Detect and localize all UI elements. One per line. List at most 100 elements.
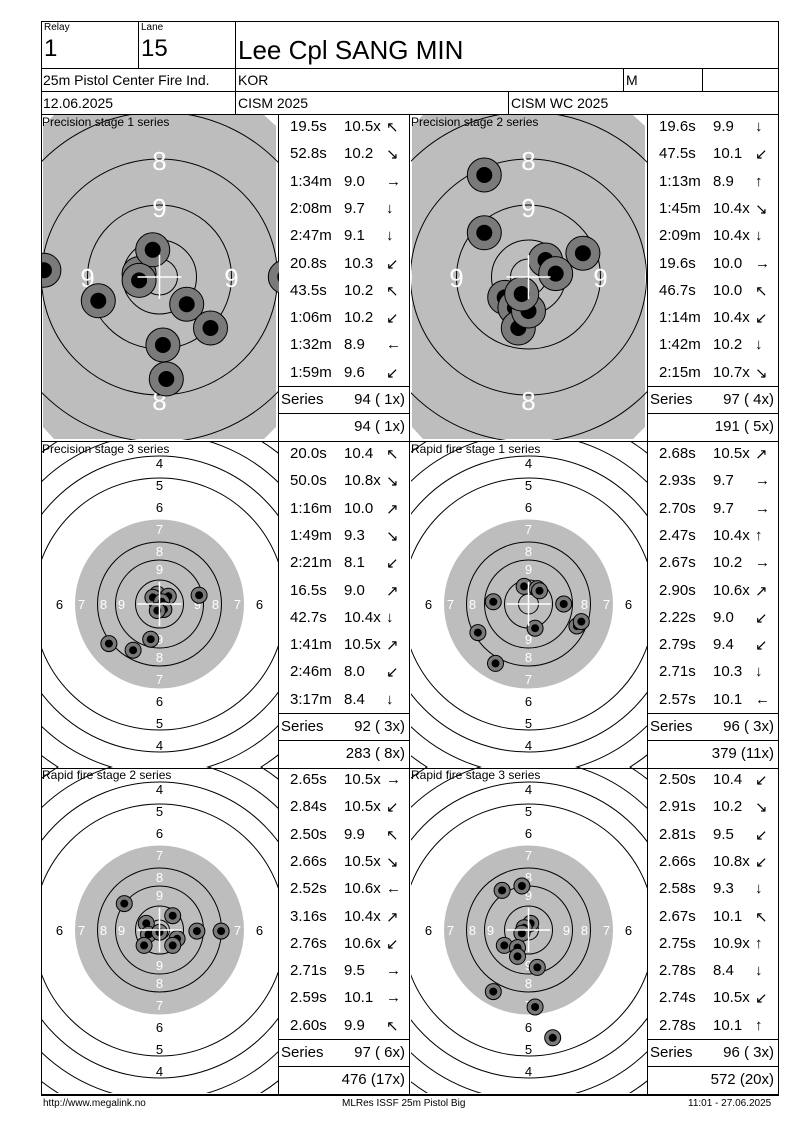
ring-label: 6 — [425, 923, 432, 938]
shot-time: 2.59s — [290, 989, 327, 1007]
shot-row: 2.75s 10.9x ↑ — [659, 935, 777, 953]
shot-time: 1:16m — [290, 499, 332, 517]
series-score: 97 ( 4x) — [723, 391, 774, 408]
shot-time: 2.84s — [290, 798, 327, 816]
direction-arrow-icon: ↘ — [386, 146, 399, 164]
series-title: Rapid fire stage 2 series — [42, 768, 172, 782]
shot-time: 2:09m — [659, 227, 701, 245]
shot-score: 10.5x — [344, 636, 381, 654]
shot-time: 42.7s — [290, 608, 327, 626]
series-score: 96 ( 3x) — [723, 718, 774, 735]
direction-arrow-icon: ↑ — [755, 172, 763, 190]
ring-label: 5 — [525, 804, 532, 819]
ring-label: 9 — [118, 923, 125, 938]
shot-score: 10.6x — [344, 880, 381, 898]
shot-score: 10.2 — [344, 145, 374, 163]
direction-arrow-icon: ↙ — [386, 555, 399, 573]
shot-score: 10.4x — [713, 526, 750, 544]
shot-impact — [533, 963, 542, 972]
footer-timestamp: 11:01 - 27.06.2025 — [688, 1098, 772, 1109]
ring-label: 4 — [156, 782, 163, 797]
shot-score: 9.9 — [713, 118, 734, 135]
ring-label: 8 — [156, 976, 163, 991]
shot-impact — [513, 286, 530, 302]
direction-arrow-icon: ↘ — [386, 853, 399, 871]
shot-time: 2.57s — [659, 690, 696, 708]
shot-impact — [142, 919, 151, 928]
shot-row: 47.5s 10.1 ↙ — [659, 145, 777, 163]
shot-impact — [192, 927, 201, 936]
shot-score: 9.5 — [344, 962, 365, 980]
ring-label: 6 — [525, 826, 532, 841]
shot-score: 9.5 — [713, 825, 734, 843]
shot-row: 2.65s 10.5x → — [290, 771, 408, 789]
ring-label: 8 — [581, 923, 588, 938]
ring-label: 4 — [525, 782, 532, 797]
shot-impact — [146, 635, 155, 644]
direction-arrow-icon: ↖ — [755, 908, 768, 926]
shot-row: 52.8s 10.2 ↘ — [290, 145, 408, 163]
direction-arrow-icon: ↙ — [755, 826, 768, 844]
ring-label: 9 — [449, 263, 463, 293]
shot-score: 10.4x — [713, 309, 750, 327]
direction-arrow-icon: → — [755, 499, 770, 517]
shot-impact — [513, 952, 522, 961]
shot-score: 10.8x — [344, 472, 381, 490]
direction-arrow-icon: ↓ — [755, 227, 763, 245]
shot-time: 2.93s — [659, 472, 696, 490]
shot-score: 10.1 — [713, 145, 743, 163]
lane-value: 15 — [141, 35, 168, 62]
shot-row: 2.74s 10.5x ↙ — [659, 989, 777, 1007]
shot-row: 1:14m 10.4x ↙ — [659, 309, 777, 327]
shot-row: 2.71s 10.3 ↓ — [659, 663, 777, 681]
shot-time: 2.91s — [659, 798, 696, 816]
ring-label: 6 — [525, 1020, 532, 1035]
championship: CISM WC 2025 — [511, 95, 609, 111]
series-row: Series 97 ( 4x) — [650, 391, 774, 408]
shot-time: 2.81s — [659, 825, 696, 843]
ring-label: 8 — [156, 870, 163, 885]
shot-row: 1:06m 10.2 ↙ — [290, 309, 408, 327]
ring-label: 5 — [156, 716, 163, 731]
shot-row: 2.57s 10.1 ← — [659, 691, 777, 709]
event-name: 25m Pistol Center Fire Ind. — [43, 72, 210, 88]
footer-url[interactable]: http://www.megalink.no — [43, 1098, 146, 1109]
ring-label: 6 — [156, 826, 163, 841]
ring-label: 9 — [194, 597, 201, 612]
ring-label: 7 — [447, 923, 454, 938]
ring-label: 8 — [100, 597, 107, 612]
ring-label: 6 — [625, 923, 632, 938]
ring-label: 4 — [156, 1064, 163, 1079]
direction-arrow-icon: → — [755, 254, 770, 272]
shot-score: 9.9 — [344, 825, 365, 843]
series-row: Series 97 ( 6x) — [281, 1044, 405, 1061]
shot-time: 2.67s — [659, 907, 696, 925]
ring-label: 9 — [521, 193, 535, 223]
shot-score: 10.5x — [344, 852, 381, 870]
series-label: Series — [650, 1044, 693, 1061]
shot-score: 9.0 — [344, 172, 365, 190]
ring-label: 5 — [156, 804, 163, 819]
shot-score: 10.4x — [713, 227, 750, 245]
ring-label: 7 — [525, 522, 532, 537]
relay-value: 1 — [44, 35, 58, 62]
ring-label: 9 — [156, 632, 163, 647]
direction-arrow-icon: ↙ — [755, 772, 768, 789]
shot-row: 2.79s 9.4 ↙ — [659, 636, 777, 654]
ring-label: 6 — [625, 597, 632, 612]
ring-label: 7 — [525, 848, 532, 863]
shot-time: 1:59m — [290, 363, 332, 381]
ring-label: 7 — [603, 923, 610, 938]
shot-score: 9.3 — [713, 880, 734, 898]
ring-label: 4 — [525, 738, 532, 753]
shot-score: 10.4x — [713, 199, 750, 217]
ring-label: 5 — [525, 478, 532, 493]
shot-score: 9.7 — [344, 199, 365, 217]
ring-label: 9 — [593, 263, 607, 293]
shot-score: 10.5x — [344, 798, 381, 816]
shot-score: 10.9x — [713, 934, 750, 952]
shot-score: 9.4 — [713, 636, 734, 654]
ring-label: 7 — [156, 998, 163, 1013]
